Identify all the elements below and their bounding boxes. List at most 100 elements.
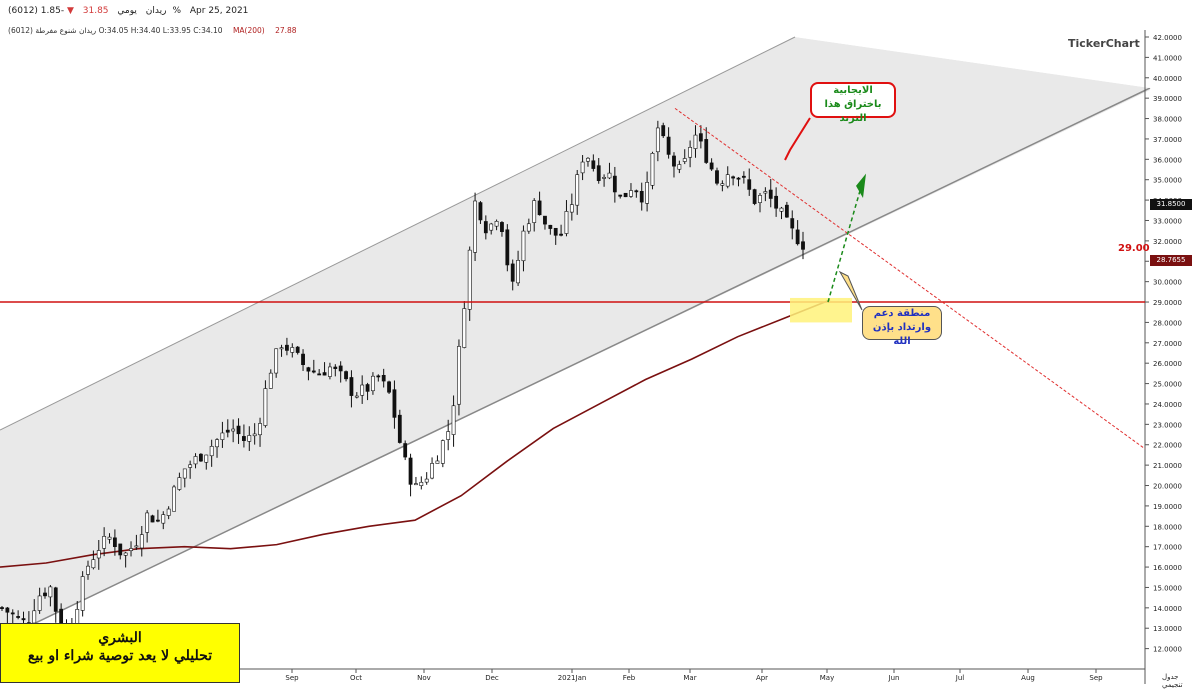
- y-tick-label: 40.0000: [1153, 75, 1182, 83]
- candle-body: [354, 395, 359, 398]
- support-callout-line2: وارتداد بإذن الله: [872, 322, 932, 347]
- y-tick-label: 17.0000: [1153, 544, 1182, 552]
- y-tick-label: 36.0000: [1153, 156, 1182, 164]
- candle-body: [688, 147, 693, 158]
- candle-body: [483, 221, 488, 234]
- y-tick-label: 26.0000: [1153, 360, 1182, 368]
- candle-body: [440, 440, 445, 464]
- overlays: [0, 107, 1146, 450]
- x-tick-label: Mar: [683, 674, 696, 682]
- y-tick-label: 42.0000: [1153, 34, 1182, 42]
- price-channel: [0, 36, 1151, 641]
- candle-body: [758, 195, 762, 203]
- x-tick-label: Jun: [888, 674, 900, 682]
- candle-body: [715, 170, 719, 184]
- candle-body: [10, 612, 15, 615]
- candle-body: [161, 514, 166, 524]
- candle-body: [21, 618, 26, 621]
- channel-mask: [795, 37, 1150, 88]
- candle-body: [763, 191, 768, 194]
- candle-body: [150, 515, 155, 523]
- candle-body: [408, 457, 413, 485]
- symbol-name[interactable]: (6012) ريدان: [8, 6, 167, 16]
- y-tick-label: 16.0000: [1153, 564, 1182, 572]
- candle-body: [548, 224, 553, 229]
- candle-body: [586, 157, 590, 162]
- candle-body: [516, 260, 520, 284]
- candle-body: [242, 436, 246, 441]
- candle-body: [166, 508, 171, 516]
- ma-value-tag: 28.7655: [1150, 255, 1192, 266]
- candle-body: [618, 194, 623, 197]
- candle-body: [86, 565, 90, 575]
- y-tick-label: 33.0000: [1153, 217, 1182, 225]
- disclaimer-line2: تحليلي لا يعد توصية شراء او بيع: [27, 648, 213, 664]
- candle-body: [199, 453, 203, 462]
- candle-body: [424, 478, 429, 483]
- support-pointer: [838, 270, 863, 311]
- candle-body: [43, 592, 47, 597]
- x-tick-label: Oct: [350, 674, 362, 682]
- candle-body: [306, 367, 311, 372]
- candle-body: [381, 374, 386, 382]
- candle-body: [569, 204, 574, 213]
- chart-header: (6012) ريدان يومي 31.85 ▼ -1.85% Apr 25,…: [8, 6, 254, 16]
- ohlc-line: ريدان شنوع مفرطة (6012) O:34.05 H:34.40 …: [8, 26, 297, 35]
- candle-body: [252, 433, 257, 437]
- y-tick-label: 25.0000: [1153, 381, 1182, 389]
- candle-body: [505, 229, 510, 266]
- period-label[interactable]: يومي: [117, 6, 137, 16]
- candle-body: [263, 388, 268, 426]
- x-tick-label: Sep: [1089, 674, 1103, 682]
- candle-body: [172, 486, 176, 512]
- candle-body: [0, 607, 4, 609]
- candle-body: [575, 174, 580, 206]
- candle-body: [268, 372, 273, 389]
- candle-body: [290, 347, 295, 353]
- candle-body: [446, 431, 451, 440]
- x-tick-label: Feb: [623, 674, 636, 682]
- candle-body: [177, 477, 182, 490]
- candle-body: [801, 241, 805, 250]
- candle-body: [650, 153, 655, 186]
- x-tick-label: Aug: [1021, 674, 1035, 682]
- breakout-pointer: [784, 117, 811, 161]
- candle-body: [403, 443, 408, 458]
- tickerchart-logo: TickerChart: [1068, 37, 1140, 50]
- candle-body: [596, 165, 601, 181]
- candle-body: [720, 183, 725, 186]
- candle-body: [629, 190, 633, 197]
- x-tick-label: Dec: [485, 674, 499, 682]
- corner-label: جدول تنجيمي: [1162, 673, 1183, 689]
- candle-body: [768, 189, 773, 199]
- y-tick-label: 27.0000: [1153, 340, 1182, 348]
- candle-body: [462, 308, 467, 348]
- candle-body: [107, 536, 112, 540]
- y-tick-label: 13.0000: [1153, 625, 1182, 633]
- y-tick-label: 21.0000: [1153, 462, 1182, 470]
- candle-body: [204, 454, 209, 463]
- y-tick-label: 32.0000: [1153, 238, 1182, 246]
- candle-body: [489, 223, 494, 231]
- candle-body: [451, 405, 456, 435]
- candle-body: [112, 537, 117, 548]
- candle-body: [155, 519, 160, 522]
- level-label: 29.00: [1118, 243, 1150, 254]
- candle-body: [220, 432, 225, 440]
- y-tick-label: 37.0000: [1153, 136, 1182, 144]
- candle-body: [532, 200, 537, 223]
- candle-body: [537, 200, 542, 216]
- candle-body: [102, 536, 107, 549]
- candle-body: [139, 534, 144, 549]
- candle-body: [285, 344, 289, 351]
- ma-label[interactable]: MA(200): [232, 26, 265, 35]
- y-tick-label: 18.0000: [1153, 523, 1182, 531]
- candle-body: [118, 543, 123, 556]
- y-tick-label: 41.0000: [1153, 54, 1182, 62]
- y-tick-label: 38.0000: [1153, 116, 1182, 124]
- x-tick-label: 2021Jan: [558, 674, 587, 682]
- candle-body: [80, 576, 85, 611]
- candle-body: [134, 545, 139, 548]
- candle-body: [478, 202, 483, 221]
